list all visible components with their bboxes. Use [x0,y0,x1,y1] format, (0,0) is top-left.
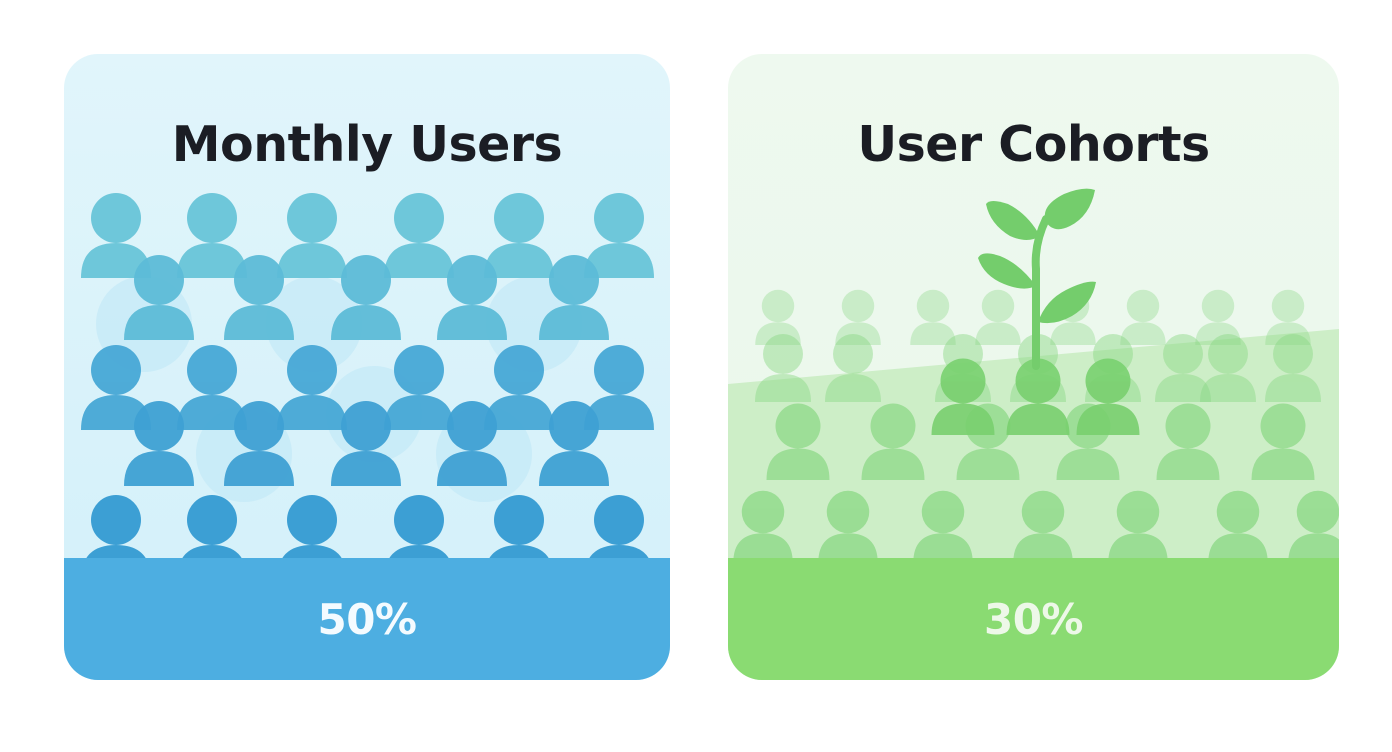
person-icon [81,193,151,278]
stat-bar: 30% [728,558,1339,680]
person-icon [177,193,247,278]
person-icon [1108,490,1168,563]
person-icon [755,334,811,402]
person-icon [1251,403,1315,480]
person-icon [224,255,294,340]
person-icon [910,289,956,345]
user-cohorts-card: User Cohorts 30% [728,54,1339,680]
person-icon [861,403,925,480]
person-icon [384,193,454,278]
person-icon [277,345,347,430]
person-icon [755,289,801,345]
person-icon [437,255,507,340]
person-icon [124,255,194,340]
person-icon [1013,490,1073,563]
person-icon [437,401,507,486]
stat-value: 50% [317,594,417,644]
person-icon [124,401,194,486]
person-icon [539,401,609,486]
person-icon [1200,334,1256,402]
person-icon [277,193,347,278]
monthly-users-card: Monthly Users 50% [64,54,670,680]
person-icon [331,401,401,486]
sprout-icon [978,188,1096,370]
person-icon [913,490,973,563]
person-icon [484,193,554,278]
person-icon [1076,358,1140,435]
person-icon [1265,334,1321,402]
person-icon [539,255,609,340]
person-icon [224,401,294,486]
person-icon [733,490,793,563]
person-icon [1006,358,1070,435]
card-title: User Cohorts [857,116,1210,173]
person-icon [1195,289,1241,345]
person-icon [766,403,830,480]
person-icon [384,345,454,430]
person-icon [818,490,878,563]
person-icon [1155,334,1211,402]
person-icon [484,345,554,430]
card-title: Monthly Users [171,116,563,173]
person-icon [1156,403,1220,480]
person-icon [1208,490,1268,563]
stat-value: 30% [983,594,1084,644]
person-icon [1288,490,1339,563]
person-icon [975,289,1021,345]
person-icon [825,334,881,402]
person-icon [584,345,654,430]
person-icon [331,255,401,340]
person-icon [1120,289,1166,345]
person-icon [1265,289,1311,345]
person-icon [931,358,995,435]
person-icon [177,345,247,430]
stat-bar: 50% [64,558,670,680]
person-icon [81,345,151,430]
person-icon [835,289,881,345]
person-icon [584,193,654,278]
